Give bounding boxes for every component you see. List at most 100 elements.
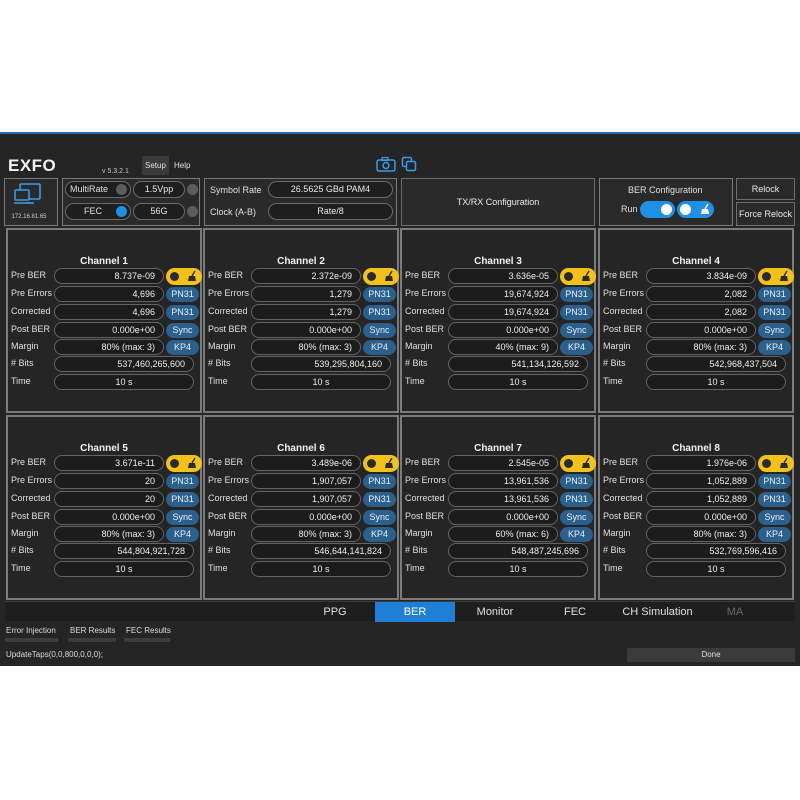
- row-label: Time: [405, 563, 425, 573]
- ber-toggle[interactable]: [758, 455, 794, 472]
- pattern-tag[interactable]: PN31: [560, 305, 593, 320]
- value-margin: 80% (max: 3): [54, 526, 164, 542]
- row-label: # Bits: [405, 545, 428, 555]
- pattern-tag[interactable]: PN31: [560, 474, 593, 489]
- ber-toggle[interactable]: [560, 455, 596, 472]
- channel-row-pre-errors: Pre Errors 19,674,924 PN31: [402, 286, 594, 303]
- pattern-tag[interactable]: PN31: [166, 305, 199, 320]
- subtab-fec-results[interactable]: FEC Results: [126, 626, 171, 635]
- channel-row-bits: # Bits 539,295,804,160: [205, 356, 397, 373]
- force-relock-button[interactable]: Force Relock: [736, 202, 795, 226]
- pattern-tag[interactable]: PN31: [166, 474, 199, 489]
- channel-row-bits: # Bits 541,134,126,592: [402, 356, 594, 373]
- row-label: Pre Errors: [11, 288, 53, 298]
- channel-row-post-ber: Post BER 0.000e+00 Sync: [205, 322, 397, 339]
- channel-title: Channel 2: [277, 256, 325, 267]
- pattern-tag[interactable]: PN31: [363, 474, 396, 489]
- subtab-error-injection[interactable]: Error Injection: [6, 626, 56, 635]
- pattern-tag[interactable]: PN31: [166, 287, 199, 302]
- pattern-tag[interactable]: PN31: [363, 305, 396, 320]
- fec-type-tag[interactable]: KP4: [363, 527, 396, 542]
- pattern-tag[interactable]: PN31: [363, 287, 396, 302]
- pattern-tag[interactable]: PN31: [560, 492, 593, 507]
- pattern-tag[interactable]: PN31: [758, 492, 791, 507]
- title-accent-line: [0, 132, 800, 134]
- ber-toggle[interactable]: [560, 268, 596, 285]
- camera-icon[interactable]: [376, 156, 396, 172]
- fec-type-tag[interactable]: KP4: [166, 340, 199, 355]
- ber-toggle[interactable]: [363, 455, 399, 472]
- menu-help[interactable]: Help: [174, 161, 191, 170]
- sync-tag[interactable]: Sync: [560, 323, 593, 338]
- rate-indicator[interactable]: [187, 206, 198, 217]
- fec-label: FEC: [84, 206, 102, 216]
- tab-ma[interactable]: MA: [726, 606, 744, 618]
- run-toggle[interactable]: [640, 201, 675, 218]
- row-label: # Bits: [405, 358, 428, 368]
- ber-toggle[interactable]: [166, 268, 202, 285]
- row-label: Pre BER: [603, 457, 639, 467]
- vpp-indicator[interactable]: [187, 184, 198, 195]
- ber-toggle[interactable]: [363, 268, 399, 285]
- value-pre-errors: 13,961,536: [448, 473, 558, 489]
- row-label: # Bits: [11, 545, 34, 555]
- fec-type-tag[interactable]: KP4: [560, 340, 593, 355]
- copy-icon[interactable]: [401, 156, 417, 172]
- sync-tag[interactable]: Sync: [166, 323, 199, 338]
- vpp-pill[interactable]: 1.5Vpp: [133, 181, 185, 198]
- app-window: EXFO v 5.3.2.1 Setup Help 172.16.81.65 M…: [0, 132, 800, 666]
- tab-monitor[interactable]: Monitor: [476, 606, 514, 618]
- sync-tag[interactable]: Sync: [166, 510, 199, 525]
- value-post-ber: 0.000e+00: [251, 509, 361, 525]
- channel-row-corrected: Corrected 19,674,924 PN31: [402, 304, 594, 321]
- pattern-tag[interactable]: PN31: [560, 287, 593, 302]
- fec-type-tag[interactable]: KP4: [758, 340, 791, 355]
- channel-row-time: Time 10 s: [8, 374, 200, 391]
- tab-ch-simulation[interactable]: CH Simulation: [622, 606, 693, 618]
- value-bits: 539,295,804,160: [251, 356, 391, 372]
- multirate-pill[interactable]: MultiRate: [65, 181, 131, 198]
- pattern-tag[interactable]: PN31: [758, 305, 791, 320]
- sync-tag[interactable]: Sync: [363, 323, 396, 338]
- multirate-indicator[interactable]: [116, 184, 127, 195]
- sync-tag[interactable]: Sync: [560, 510, 593, 525]
- fec-type-tag[interactable]: KP4: [560, 527, 593, 542]
- sync-tag[interactable]: Sync: [758, 323, 791, 338]
- row-label: Post BER: [405, 511, 445, 521]
- fec-pill[interactable]: FEC: [65, 203, 131, 220]
- row-label: Pre BER: [208, 457, 244, 467]
- menu-setup[interactable]: Setup: [142, 156, 169, 175]
- fec-type-tag[interactable]: KP4: [166, 527, 199, 542]
- value-margin: 80% (max: 3): [251, 339, 361, 355]
- row-label: Corrected: [11, 493, 51, 503]
- channel-panel-8: Channel 8 Pre BER 1.976e-06 Pre Errors 1,052…: [598, 415, 794, 600]
- fec-type-tag[interactable]: KP4: [758, 527, 791, 542]
- tab-fec[interactable]: FEC: [564, 606, 586, 618]
- channel-panel-1: Channel 1 Pre BER 8.737e-09 Pre Errors 4,696…: [6, 228, 202, 413]
- channel-row-time: Time 10 s: [8, 561, 200, 578]
- ber-toggle[interactable]: [166, 455, 202, 472]
- value-corrected: 20: [54, 491, 164, 507]
- pattern-tag[interactable]: PN31: [758, 287, 791, 302]
- toggle-knob: [170, 272, 179, 281]
- tab-ppg[interactable]: PPG: [323, 606, 347, 618]
- pattern-tag[interactable]: PN31: [363, 492, 396, 507]
- pattern-tag[interactable]: PN31: [166, 492, 199, 507]
- rate-pill[interactable]: 56G: [133, 203, 185, 220]
- ber-toggle[interactable]: [758, 268, 794, 285]
- clock-value[interactable]: Rate/8: [268, 203, 393, 220]
- txrx-configuration-button[interactable]: TX/RX Configuration: [401, 178, 595, 226]
- pattern-tag[interactable]: PN31: [758, 474, 791, 489]
- fec-type-tag[interactable]: KP4: [363, 340, 396, 355]
- sync-tag[interactable]: Sync: [363, 510, 396, 525]
- sync-tag[interactable]: Sync: [758, 510, 791, 525]
- fec-indicator[interactable]: [116, 206, 127, 217]
- value-corrected: 1,279: [251, 304, 361, 320]
- relock-button[interactable]: Relock: [736, 178, 795, 200]
- subtab-ber-results[interactable]: BER Results: [70, 626, 116, 635]
- ber-clear-toggle[interactable]: [677, 201, 714, 218]
- symbol-rate-value[interactable]: 26.5625 GBd PAM4: [268, 181, 393, 198]
- row-label: Margin: [208, 528, 236, 538]
- value-time: 10 s: [448, 374, 588, 390]
- tab-ber[interactable]: BER: [375, 602, 455, 622]
